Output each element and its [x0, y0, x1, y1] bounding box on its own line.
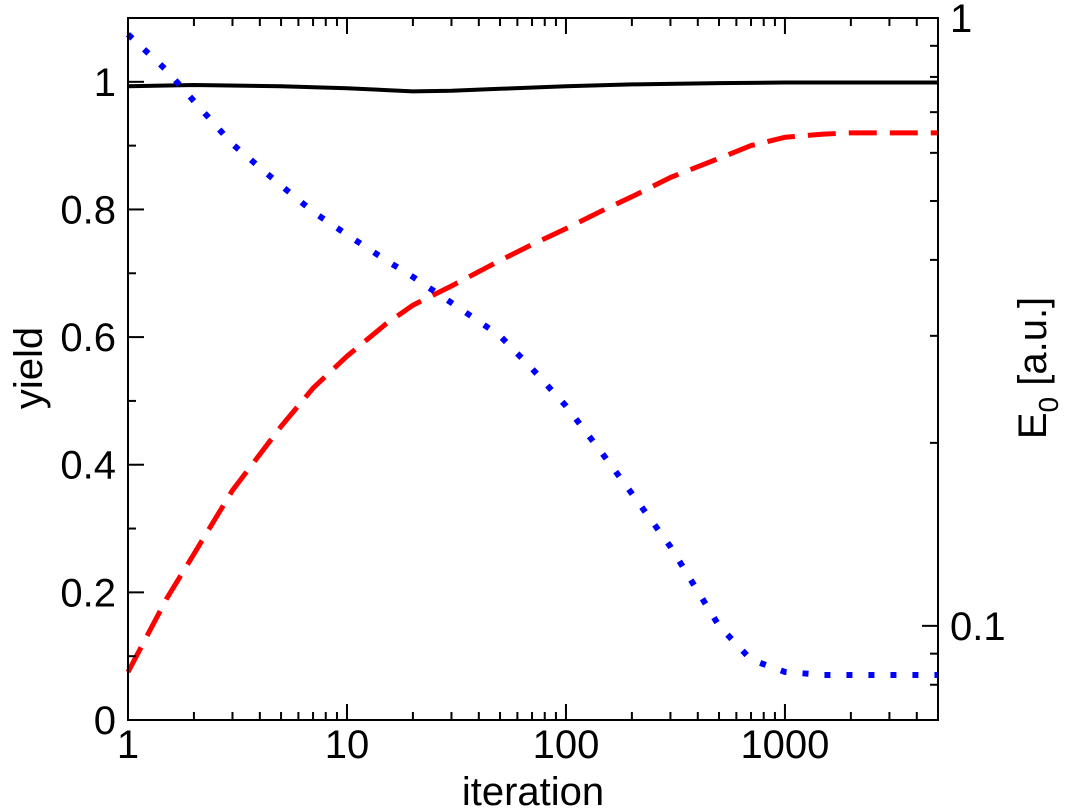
- y-tick-label: 0: [94, 699, 116, 743]
- y2-tick-label: 1: [950, 0, 972, 41]
- series-line-target-yield: [125, 130, 938, 674]
- y2-axis-title-main: E: [1011, 412, 1055, 439]
- series-line-total-yield: [127, 80, 938, 94]
- series-layer: [125, 32, 938, 678]
- x-axis-title: iteration: [462, 770, 604, 810]
- y2-tick-label: 0.1: [950, 605, 1006, 649]
- x-tick-label: 1: [117, 723, 139, 767]
- y-tick-label: 0.8: [60, 188, 116, 232]
- series-line-field-amplitude-E0: [125, 32, 938, 678]
- y-axis-title: yield: [7, 327, 51, 409]
- y-tick-label: 1: [94, 61, 116, 105]
- y2-axis-title-subscript: 0: [1033, 397, 1064, 413]
- x-tick-label: 1000: [740, 723, 829, 767]
- y-tick-label: 0.4: [60, 444, 116, 488]
- y2-axis-title-suffix: [a.u.]: [1011, 297, 1055, 397]
- label-layer: 1 10 100 1000 0 0.2 0.4 0.6 0.8 1 0.1 1: [60, 0, 1005, 767]
- x-tick-label: 10: [325, 723, 370, 767]
- y2-axis-title: E0 [a.u.]: [1011, 297, 1064, 439]
- axis-layer: [127, 17, 939, 721]
- y-tick-label: 0.2: [60, 571, 116, 615]
- x-tick-label: 100: [533, 723, 600, 767]
- y-tick-label: 0.6: [60, 316, 116, 360]
